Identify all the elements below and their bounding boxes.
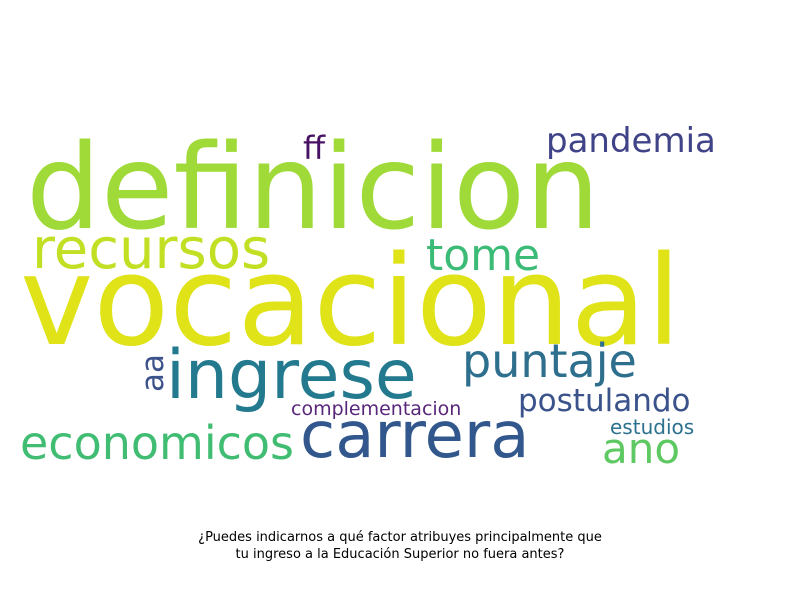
caption-line-1: ¿Puedes indicarnos a qué factor atribuye… xyxy=(198,530,602,545)
figure-caption: ¿Puedes indicarnos a qué factor atribuye… xyxy=(0,529,800,563)
word-aa: aa xyxy=(135,354,171,392)
word-economicos: economicos xyxy=(20,416,295,470)
word-definicion: definicion xyxy=(26,118,601,256)
word-pandemia: pandemia xyxy=(546,121,716,161)
word-postulando: postulando xyxy=(518,383,691,419)
word-tome: tome xyxy=(426,230,541,281)
word-ingrese: ingrese xyxy=(166,336,417,415)
word-vocacional: vocacional xyxy=(20,230,681,374)
word-carrera: carrera xyxy=(300,399,530,473)
word-complementacion: complementacion xyxy=(291,398,462,420)
word-ano: ano xyxy=(602,424,681,473)
word-puntaje: puntaje xyxy=(462,334,637,388)
caption-line-2: tu ingreso a la Educación Superior no fu… xyxy=(235,547,565,562)
word-recursos: recursos xyxy=(32,217,271,282)
word-ff: ff xyxy=(303,129,326,167)
word-estudios: estudios xyxy=(610,415,695,439)
